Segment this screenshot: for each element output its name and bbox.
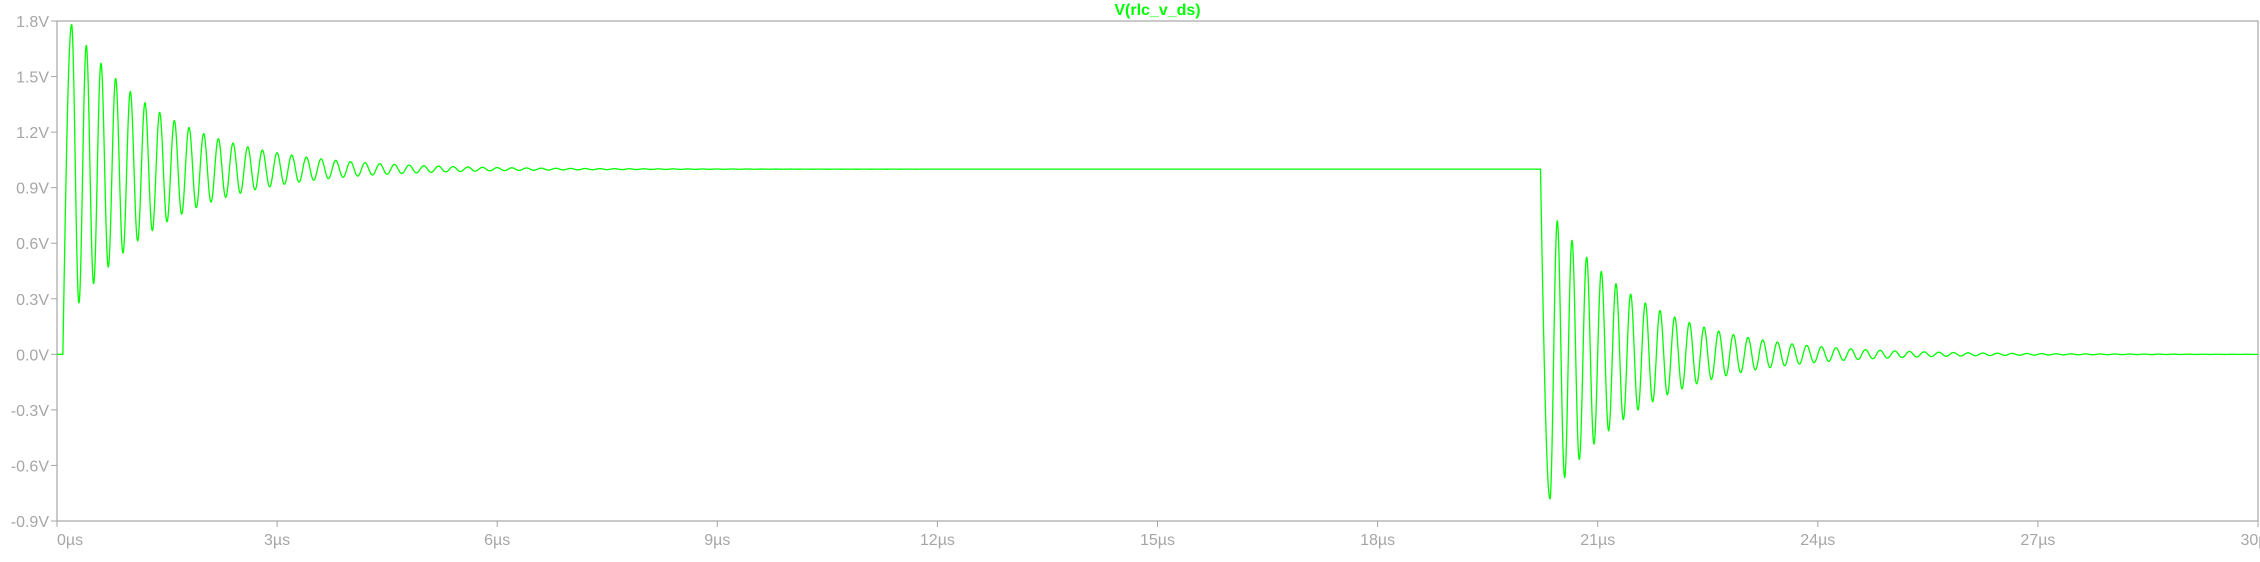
x-tick-label: 27µs (2020, 532, 2055, 549)
x-tick-label: 15µs (1140, 532, 1175, 549)
y-tick-label: 1.2V (16, 125, 49, 142)
x-axis: 0µs 3µs 6µs 9µs 12µs 15µs 18µs 21µs 24µs 27µs 30µs (56, 521, 2260, 549)
chart-title: V(rlc_v_ds) (1114, 2, 1200, 19)
x-tick-label: 24µs (1800, 532, 1835, 549)
x-tick-label: 9µs (704, 532, 730, 549)
plot-frame (56, 20, 2259, 522)
x-tick-label: 12µs (920, 532, 955, 549)
series-line-v-rlc-v-ds (57, 23, 2259, 500)
y-tick-label: -0.6V (11, 458, 50, 475)
y-tick-label: 1.8V (16, 14, 49, 31)
y-axis: 1.8V 1.5V 1.2V 0.9V 0.6V 0.3V 0.0V -0.3V -0.6V -0… (11, 14, 57, 531)
x-tick-label: 3µs (264, 532, 290, 549)
y-tick-label: 0.9V (16, 181, 49, 198)
x-tick-label: 21µs (1580, 532, 1615, 549)
x-tick-label: 6µs (484, 532, 510, 549)
y-tick-label: 0.0V (16, 347, 49, 364)
x-tick-label: 18µs (1360, 532, 1395, 549)
y-tick-label: -0.3V (11, 403, 50, 420)
x-tick-label: 30µs (2240, 532, 2260, 549)
y-tick-label: -0.9V (11, 514, 50, 531)
y-tick-label: 1.5V (16, 70, 49, 87)
x-tick-label: 0µs (57, 532, 83, 549)
y-tick-label: 0.3V (16, 292, 49, 309)
y-tick-label: 0.6V (16, 236, 49, 253)
